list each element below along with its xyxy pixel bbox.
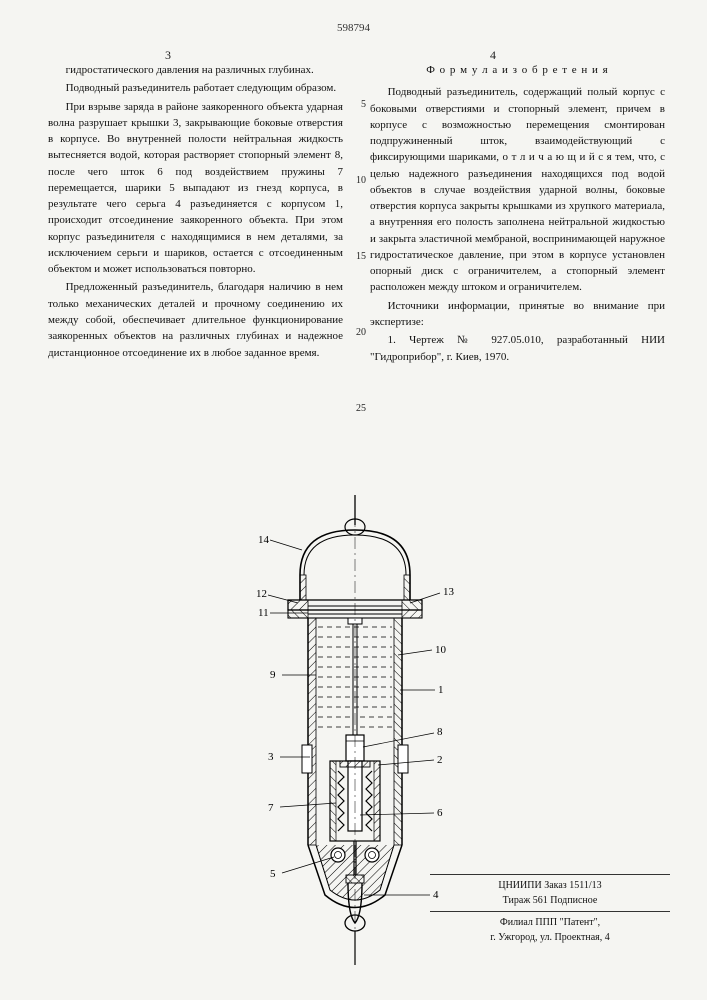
right-paragraph-3: 1. Чертеж № 927.05.010, разработанный НИ… <box>370 332 665 365</box>
footer-line-3: Филиал ППП "Патент", <box>430 916 670 929</box>
callout-6: 6 <box>437 807 443 819</box>
patent-page: 598794 3 4 гидростатического давления на… <box>0 0 707 1000</box>
left-paragraph-4: Предложенный разъединитель, благодаря на… <box>48 279 343 360</box>
top-page-number: 598794 <box>337 22 370 34</box>
callout-10: 10 <box>435 644 447 656</box>
left-paragraph-3: При взрыве заряда в районе заякоренного … <box>48 99 343 278</box>
callout-1: 1 <box>438 684 444 696</box>
footer-rule-1 <box>430 874 670 875</box>
callout-11: 11 <box>258 607 269 619</box>
left-paragraph-2: Подводный разъединитель работает следующ… <box>48 80 343 96</box>
right-paragraph-1: Подводный разъединитель, содержащий полы… <box>370 84 665 295</box>
callout-7: 7 <box>268 802 274 814</box>
callout-13: 13 <box>443 586 455 598</box>
callout-5: 5 <box>270 868 276 880</box>
footer-rule-2 <box>430 911 670 912</box>
callout-8: 8 <box>437 726 443 738</box>
line-number-5: 5 <box>361 98 366 113</box>
line-number-20: 20 <box>356 326 366 341</box>
right-column-number: 4 <box>490 48 496 63</box>
callout-9: 9 <box>270 669 276 681</box>
footer-line-1: ЦНИИПИ Заказ 1511/13 <box>430 879 670 892</box>
callout-12: 12 <box>256 588 267 600</box>
claim-heading: Ф о р м у л а и з о б р е т е н и я <box>370 62 665 78</box>
line-number-25: 25 <box>356 402 366 417</box>
left-paragraph-1: гидростатического давления на различных … <box>48 62 343 78</box>
right-paragraph-2: Источники информации, принятые во вниман… <box>370 298 665 331</box>
footer-line-4: г. Ужгород, ул. Проектная, 4 <box>430 931 670 944</box>
footer-line-2: Тираж 561 Подписное <box>430 894 670 907</box>
left-column-number: 3 <box>165 48 171 63</box>
line-number-10: 10 <box>356 174 366 189</box>
callout-3: 3 <box>268 751 274 763</box>
right-text-column: Ф о р м у л а и з о б р е т е н и я Подв… <box>370 62 665 367</box>
callout-2: 2 <box>437 754 443 766</box>
line-number-15: 15 <box>356 250 366 265</box>
left-text-column: гидростатического давления на различных … <box>48 62 343 363</box>
imprint-footer: ЦНИИПИ Заказ 1511/13 Тираж 561 Подписное… <box>430 870 670 946</box>
callout-14: 14 <box>258 534 270 546</box>
